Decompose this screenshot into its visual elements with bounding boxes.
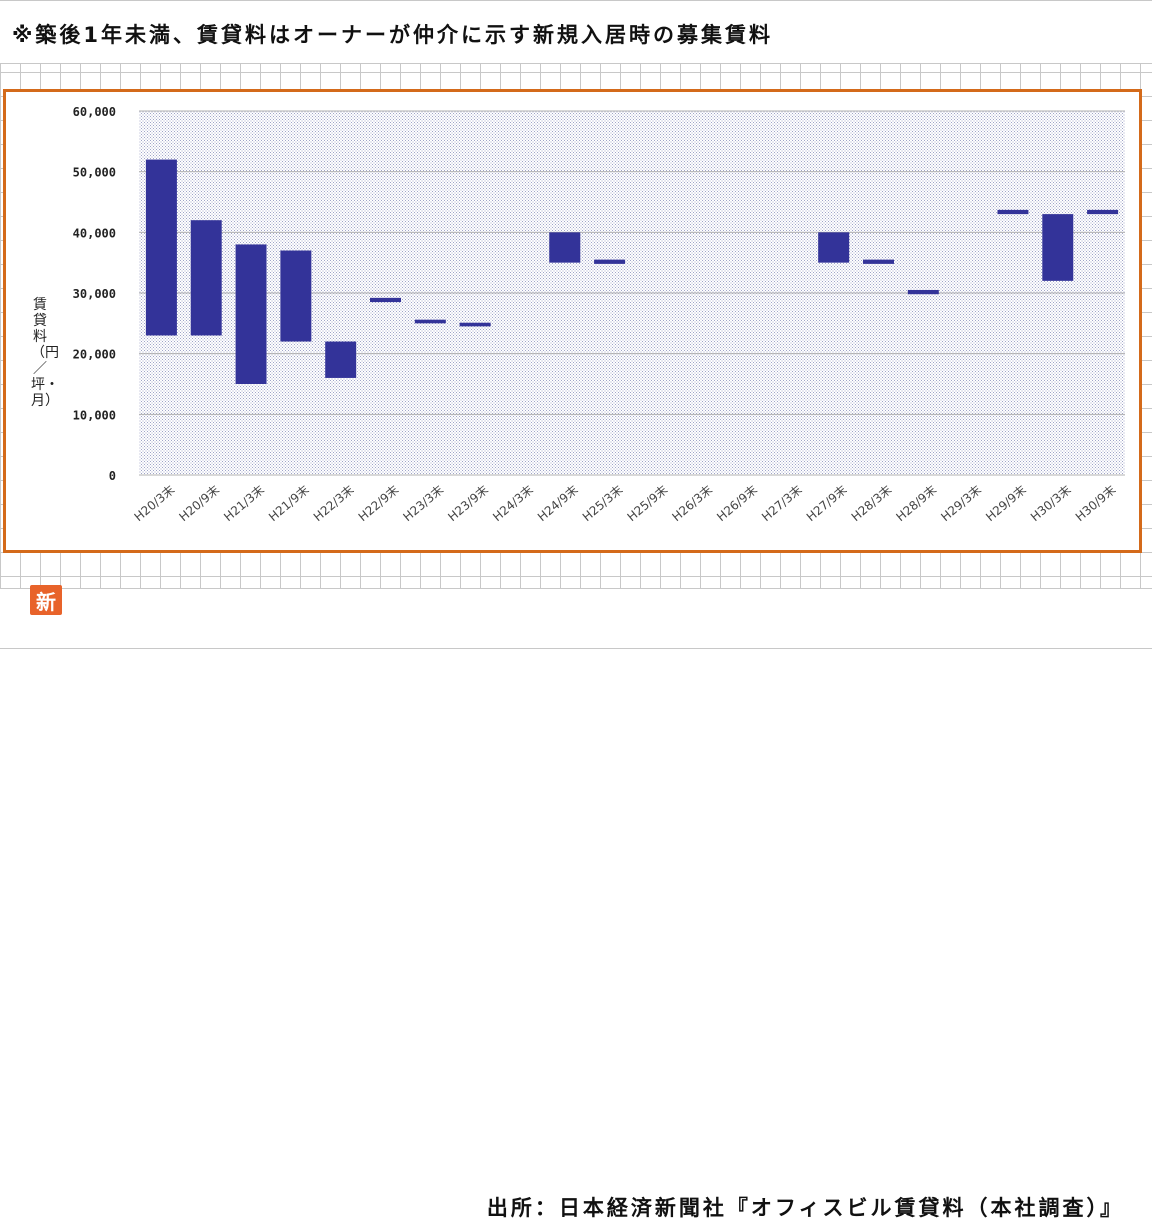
y-tick-label: 40,000	[73, 226, 116, 240]
y-tick-label: 60,000	[73, 105, 116, 119]
x-tick-label: H21/9末	[266, 483, 312, 525]
range-bar	[370, 297, 401, 303]
x-tick-label: H29/9末	[983, 483, 1029, 525]
y-tick-label: 50,000	[73, 166, 116, 180]
range-bar	[907, 289, 939, 295]
x-tick-label: H22/9末	[356, 483, 402, 525]
y-tick-label: 0	[109, 469, 116, 483]
x-tick-label: H26/3末	[669, 483, 715, 525]
source-note: 出所：日本経済新聞社『オフィスビル賃貸料（本社調査）』	[486, 1196, 1124, 1220]
range-bar	[1087, 209, 1119, 215]
header-band: ※築後1年未満、賃貸料はオーナーが仲介に示す新規入居時の募集賃料	[0, 0, 1152, 64]
header-note: ※築後1年未満、賃貸料はオーナーが仲介に示す新規入居時の募集賃料	[12, 23, 774, 47]
range-bar	[325, 341, 357, 378]
y-tick-label: 20,000	[73, 348, 116, 362]
x-tick-label: H25/9末	[625, 483, 671, 525]
y-tick-label: 30,000	[73, 287, 116, 301]
x-tick-label: H25/3末	[580, 483, 626, 525]
x-tick-label: H29/3末	[938, 483, 984, 525]
new-kanji-icon: 新	[30, 585, 62, 615]
x-tick-label: H21/3末	[221, 483, 267, 525]
range-bar	[549, 232, 581, 263]
chart: 0 10,000 20,000 30,000 40,000 50,000 60,000 H2…	[73, 105, 1125, 525]
range-bar	[818, 232, 850, 263]
range-bar	[1042, 214, 1074, 281]
range-bar	[235, 244, 267, 384]
footer-band: 出所：日本経済新聞社『オフィスビル賃貸料（本社調査）』	[0, 588, 1152, 1220]
range-bar	[459, 322, 491, 327]
range-bar	[594, 259, 626, 264]
x-tick-label: H26/9末	[714, 483, 760, 525]
range-bar	[145, 159, 177, 336]
y-axis-label: 賃貸料（円／坪・月）	[31, 297, 59, 409]
x-tick-label: H20/3末	[132, 483, 178, 525]
x-tick-label: H20/9末	[176, 483, 222, 525]
x-tick-label: H28/3末	[849, 483, 895, 525]
x-tick-label: H27/3末	[759, 483, 805, 525]
chart-frame: 0 10,000 20,000 30,000 40,000 50,000 60,000 H2…	[3, 89, 1142, 615]
x-tick-label: H30/3末	[1028, 483, 1074, 525]
x-tick-label: H22/3末	[311, 483, 357, 525]
x-tick-label: H27/9末	[804, 483, 850, 525]
x-tick-label: H23/3末	[400, 483, 446, 525]
x-tick-label: H24/3末	[490, 483, 536, 525]
y-tick-label: 10,000	[73, 408, 116, 422]
range-bar	[863, 259, 894, 264]
x-tick-label: H23/9末	[445, 483, 491, 525]
x-tick-label: H30/9末	[1073, 483, 1119, 525]
x-tick-label: H28/9末	[893, 483, 939, 525]
range-bar	[190, 220, 222, 336]
range-bar	[414, 319, 446, 324]
range-bar	[997, 209, 1029, 215]
x-tick-label: H24/9末	[535, 483, 581, 525]
range-bar	[280, 250, 312, 342]
